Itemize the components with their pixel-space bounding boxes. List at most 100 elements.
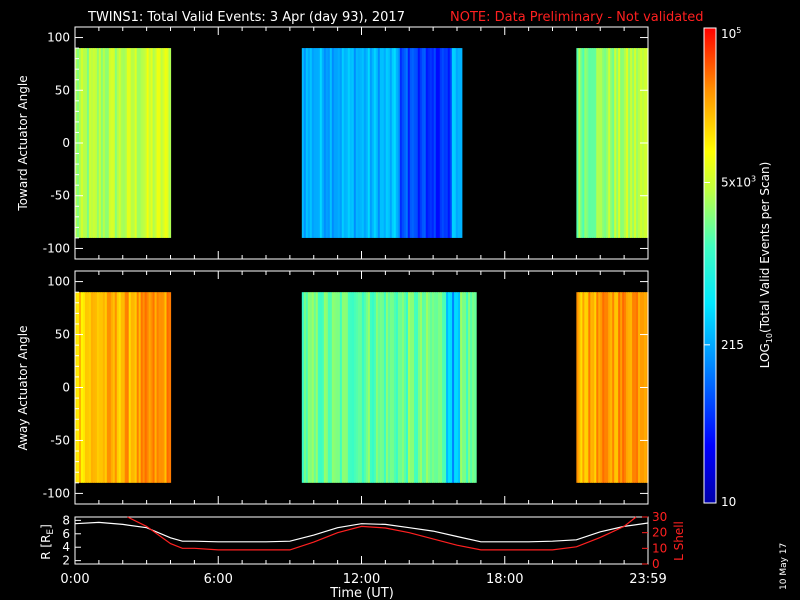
heatmap-column bbox=[435, 48, 439, 238]
heatmap-column bbox=[636, 48, 639, 238]
heatmap-column bbox=[146, 48, 150, 238]
heatmap-column bbox=[313, 292, 317, 483]
toward-y-axis: 100 50 0 -50 -100 bbox=[43, 27, 649, 259]
heatmap-column bbox=[578, 292, 581, 483]
heatmap-column bbox=[150, 292, 154, 483]
heatmap-column bbox=[142, 292, 146, 483]
heatmap-column bbox=[112, 292, 116, 483]
orbit-right-tick-label: 20 bbox=[652, 526, 667, 540]
heatmap-column bbox=[134, 292, 138, 483]
heatmap-column bbox=[98, 292, 102, 483]
heatmap-column bbox=[456, 292, 459, 483]
heatmap-column bbox=[317, 292, 321, 483]
heatmap-column bbox=[130, 292, 134, 483]
heatmap-column bbox=[598, 48, 601, 238]
heatmap-column bbox=[419, 48, 423, 238]
heatmap-column bbox=[421, 48, 425, 238]
heatmap-column bbox=[436, 292, 439, 483]
heatmap-column bbox=[600, 292, 603, 483]
heatmap-column bbox=[345, 292, 349, 483]
heatmap-column bbox=[616, 48, 619, 238]
y-tick-label: -50 bbox=[50, 433, 70, 447]
heatmap-column bbox=[634, 48, 637, 238]
heatmap-column bbox=[108, 292, 112, 483]
heatmap-column bbox=[88, 48, 92, 238]
heatmap-column bbox=[610, 292, 613, 483]
heatmap-column bbox=[391, 48, 395, 238]
colorbar-tick-base: 5x10 bbox=[721, 175, 751, 189]
heatmap-column bbox=[329, 48, 333, 238]
panel-away-actuator: 100 50 0 -50 -100 Away Actuator Angle bbox=[16, 270, 649, 505]
heatmap-column bbox=[94, 48, 98, 238]
heatmap-column bbox=[399, 48, 403, 238]
heatmap-column bbox=[620, 48, 623, 238]
heatmap-column bbox=[423, 48, 427, 238]
heatmap-column bbox=[600, 48, 603, 238]
heatmap-column bbox=[114, 48, 118, 238]
heatmap-column bbox=[140, 48, 144, 238]
heatmap-column bbox=[373, 292, 377, 483]
colorbar-tick-base: 215 bbox=[721, 338, 744, 352]
heatmap-column bbox=[365, 48, 369, 238]
heatmap-column bbox=[448, 292, 451, 483]
heatmap-column bbox=[381, 292, 385, 483]
heatmap-column bbox=[307, 48, 311, 238]
date-stamp: 10 May 17 bbox=[779, 543, 789, 590]
heatmap-column bbox=[339, 48, 343, 238]
heatmap-column bbox=[168, 48, 172, 238]
heatmap-column bbox=[430, 292, 433, 483]
colorbar-tick-base: 10 bbox=[721, 27, 736, 41]
heatmap-column bbox=[606, 292, 609, 483]
heatmap-column bbox=[303, 292, 307, 483]
heatmap-column bbox=[405, 48, 409, 238]
heatmap-column bbox=[395, 48, 399, 238]
heatmap-column bbox=[602, 48, 605, 238]
heatmap-column bbox=[369, 48, 373, 238]
heatmap-column bbox=[420, 292, 423, 483]
heatmap-column bbox=[397, 292, 401, 483]
heatmap-column bbox=[337, 48, 341, 238]
heatmap-column bbox=[425, 48, 429, 238]
heatmap-column bbox=[353, 292, 357, 483]
heatmap-column bbox=[311, 292, 315, 483]
heatmap-column bbox=[86, 292, 90, 483]
heatmap-column bbox=[124, 48, 128, 238]
heatmap-column bbox=[464, 292, 467, 483]
heatmap-column bbox=[98, 48, 102, 238]
heatmap-column bbox=[132, 48, 136, 238]
heatmap-column bbox=[146, 292, 150, 483]
heatmap-column bbox=[441, 48, 445, 238]
orbit-left-label-sub: E bbox=[46, 529, 56, 535]
heatmap-column bbox=[472, 292, 475, 483]
heatmap-column bbox=[168, 292, 172, 483]
heatmap-column bbox=[427, 48, 431, 238]
heatmap-column bbox=[576, 292, 579, 483]
x-tick-label: 18:00 bbox=[486, 572, 523, 587]
heatmap-column bbox=[341, 48, 345, 238]
heatmap-column bbox=[588, 48, 591, 238]
heatmap-column bbox=[401, 292, 405, 483]
heatmap-column bbox=[383, 48, 387, 238]
heatmap-column bbox=[379, 48, 383, 238]
heatmap-column bbox=[90, 292, 94, 483]
heatmap-column bbox=[375, 292, 379, 483]
heatmap-column bbox=[626, 48, 629, 238]
heatmap-column bbox=[377, 48, 381, 238]
heatmap-column bbox=[580, 292, 583, 483]
heatmap-column bbox=[439, 48, 443, 238]
heatmap-column bbox=[90, 48, 94, 238]
heatmap-column bbox=[166, 48, 170, 238]
heatmap-column bbox=[112, 48, 116, 238]
colorbar-tick-label: 105 bbox=[721, 26, 741, 41]
heatmap-column bbox=[612, 48, 615, 238]
heatmap-column bbox=[156, 292, 160, 483]
heatmap-column bbox=[150, 48, 154, 238]
heatmap-column bbox=[122, 48, 126, 238]
colorbar-label-rest: (Total Valid Events per Scan) bbox=[758, 162, 772, 333]
heatmap-column bbox=[327, 292, 331, 483]
heatmap-column bbox=[162, 292, 166, 483]
heatmap-column bbox=[158, 292, 162, 483]
heatmap-column bbox=[128, 48, 132, 238]
heatmap-column bbox=[359, 292, 363, 483]
